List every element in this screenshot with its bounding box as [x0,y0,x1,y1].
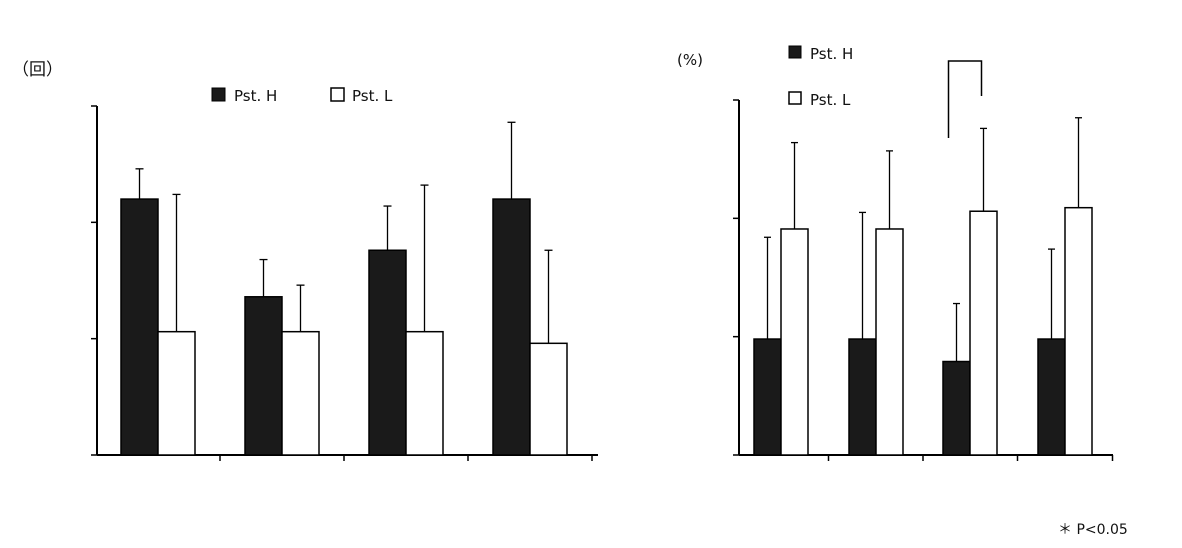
chart-left-bar-pst-l [157,330,196,456]
chart-right-legend-label-h: Pst. H [810,45,853,63]
chart-left-bar-pst-l [405,330,444,456]
chart-left-session-count: （回） Pst. H Pst. L [12,60,598,461]
chart-left-y-unit: （回） [12,60,63,80]
chart-right-percentage: (%) Pst. H Pst. L ＊ P<0.05 [677,45,1128,538]
chart-left-bar-pst-h [244,296,283,456]
chart-left-bars [120,121,568,456]
chart-left-bar-pst-h [492,198,531,456]
chart-left-legend-swatch-h [211,87,226,102]
chart-right-y-unit: (%) [677,51,703,69]
chart-right-legend-label-l: Pst. L [810,91,851,109]
chart-left-legend-swatch-l [330,87,345,102]
chart-left-bar-pst-h [368,249,407,456]
chart-right-bar-pst-h [848,338,877,456]
chart-right-bar-pst-l [875,228,904,456]
chart-right-significance-line [947,60,983,138]
chart-right-bar-pst-l [969,210,998,456]
chart-right-bars [753,117,1093,456]
chart-right-bar-pst-l [780,228,809,456]
chart-left-bar-pst-l [529,342,568,456]
chart-right-bar-pst-l [1064,206,1093,456]
chart-left-bar-pst-l [281,330,320,456]
chart-right-significance-bracket [947,60,983,138]
chart-left-legend-label-h: Pst. H [234,87,277,105]
chart-right-bar-pst-h [1037,338,1066,456]
chart-right-bar-pst-h [753,338,782,456]
chart-right-legend-swatch-h [788,45,802,59]
chart-right-legend: Pst. H Pst. L [788,45,853,109]
chart-right-legend-swatch-l [788,91,802,105]
chart-left-legend: Pst. H Pst. L [211,87,393,105]
chart-left-legend-label-l: Pst. L [352,87,393,105]
chart-right-bar-pst-h [942,360,971,456]
chart-left-bar-pst-h [120,198,159,456]
chart-right-footnote: ＊ P<0.05 [1058,522,1128,538]
